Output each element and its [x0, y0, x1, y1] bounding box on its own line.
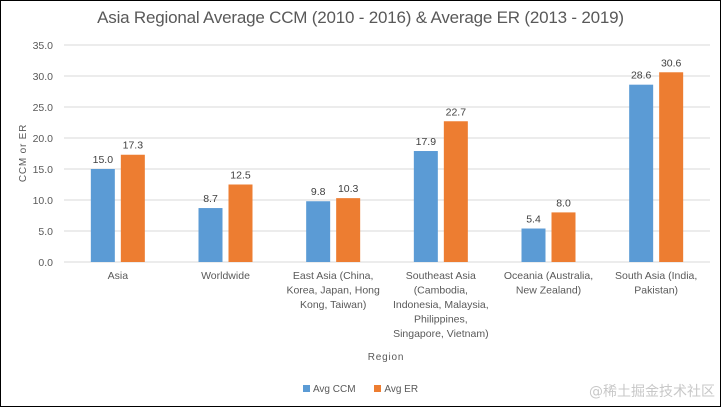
bar-avg-ccm	[629, 84, 654, 263]
legend-swatch-ccm	[302, 384, 310, 392]
x-category-label: Pakistan)	[634, 285, 678, 297]
bar-avg-er	[336, 198, 361, 262]
x-category-label: Philippines,	[414, 314, 468, 326]
bar-avg-er	[443, 121, 468, 262]
y-tick-label: 10.0	[33, 195, 54, 207]
x-category-label: Kong, Taiwan)	[300, 299, 366, 311]
bar-avg-er	[228, 184, 253, 262]
x-category-label: (Cambodia,	[414, 285, 468, 297]
x-category-label: South Asia (India,	[615, 270, 697, 282]
x-category-label: Oceania (Australia,	[504, 270, 593, 282]
legend: Avg CCM Avg ER	[0, 384, 721, 395]
bar-avg-er	[120, 154, 145, 262]
bar-avg-ccm	[90, 169, 115, 262]
bars	[90, 72, 684, 263]
data-label: 30.6	[661, 57, 682, 69]
data-label: 10.3	[338, 183, 359, 195]
data-label: 17.9	[416, 136, 437, 148]
bar-avg-er	[551, 212, 576, 262]
y-tick-label: 5.0	[38, 226, 53, 238]
data-label: 22.7	[446, 106, 467, 118]
y-tick-label: 25.0	[33, 102, 54, 114]
x-category-label: New Zealand)	[516, 285, 581, 297]
data-label: 15.0	[93, 154, 114, 166]
x-axis-title: Region	[368, 352, 405, 363]
x-category-label: Singapore, Vietnam)	[393, 328, 489, 340]
data-label: 9.8	[311, 186, 326, 198]
legend-label-er: Avg ER	[384, 384, 419, 395]
x-axis-categories: Asia Worldwide East Asia (China, Korea, Jap…	[108, 270, 698, 340]
x-category-label: Asia	[108, 270, 129, 282]
x-category-label: Worldwide	[201, 270, 250, 282]
y-axis-title: CCM or ER	[18, 124, 29, 182]
bar-avg-ccm	[521, 228, 546, 262]
data-label: 5.4	[526, 214, 541, 226]
data-labels: 15.0 17.3 8.7 12.5 9.8 10.3 17.9 22.7 5.4 8.0 28.6…	[93, 57, 682, 225]
bar-avg-er	[659, 72, 684, 262]
y-tick-label: 35.0	[33, 40, 54, 52]
data-label: 17.3	[123, 140, 144, 152]
y-axis-ticks: 0.0 5.0 10.0 15.0 20.0 25.0 30.0 35.0	[33, 40, 54, 269]
data-label: 28.6	[631, 70, 652, 82]
bar-avg-ccm	[198, 208, 223, 262]
x-category-label: Indonesia, Malaysia,	[393, 299, 489, 311]
chart-title: Asia Regional Average CCM (2010 - 2016) …	[97, 8, 624, 27]
watermark: @稀土掘金技术社区	[589, 384, 715, 400]
data-label: 8.0	[556, 197, 571, 209]
legend-swatch-er	[374, 384, 382, 392]
gridlines	[64, 44, 710, 263]
x-category-label: Korea, Japan, Hong	[286, 285, 380, 297]
bar-avg-ccm	[413, 151, 438, 262]
legend-label-ccm: Avg CCM	[312, 384, 356, 395]
x-category-label: Southeast Asia	[406, 270, 476, 282]
legend-item-avg-ccm: Avg CCM	[302, 384, 356, 395]
y-tick-label: 30.0	[33, 71, 54, 83]
y-tick-label: 20.0	[33, 133, 54, 145]
data-label: 12.5	[230, 170, 251, 182]
bar-avg-ccm	[306, 201, 331, 262]
y-tick-label: 15.0	[33, 164, 54, 176]
x-category-label: East Asia (China,	[293, 270, 374, 282]
data-label: 8.7	[203, 193, 218, 205]
y-tick-label: 0.0	[38, 257, 53, 269]
legend-item-avg-er: Avg ER	[374, 384, 418, 395]
